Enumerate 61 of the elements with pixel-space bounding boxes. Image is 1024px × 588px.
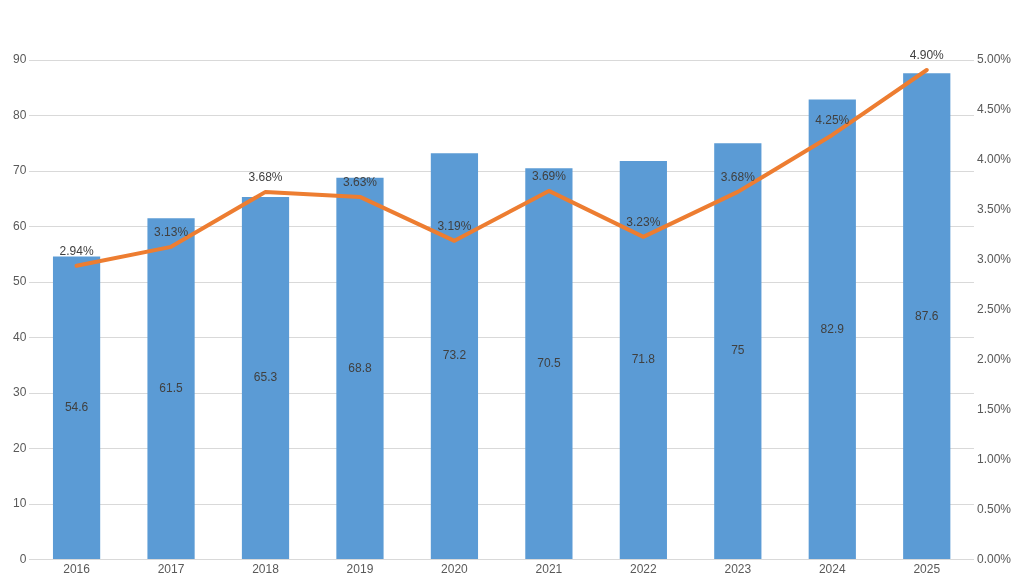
data-label: 3.13%	[154, 225, 189, 240]
data-label: 73.2	[442, 348, 467, 363]
y2-tick-label: 2.50%	[976, 302, 1012, 317]
bar	[525, 168, 573, 560]
y2-tick-label: 0.00%	[976, 551, 1012, 566]
data-label: 3.69%	[531, 169, 567, 184]
y-tick-label: 0	[19, 551, 27, 566]
x-tick-label: 2019	[346, 562, 374, 577]
x-tick-label: 2016	[63, 562, 91, 577]
data-label: 3.23%	[626, 215, 661, 230]
y-tick-label: 20	[12, 440, 27, 455]
bar	[147, 218, 195, 560]
data-label: 70.5	[537, 355, 561, 370]
data-label: 61.5	[159, 380, 184, 395]
y2-tick-label: 4.00%	[976, 152, 1012, 167]
x-tick-label: 2021	[535, 562, 563, 577]
x-tick-label: 2024	[818, 562, 846, 577]
y2-tick-label: 1.50%	[976, 402, 1012, 417]
data-label: 68.8	[348, 360, 372, 375]
x-tick-label: 2018	[252, 562, 280, 577]
y2-tick-label: 4.50%	[976, 102, 1012, 117]
y2-tick-label: 0.50%	[976, 501, 1012, 516]
bar	[714, 143, 762, 560]
y2-tick-label: 1.00%	[976, 451, 1012, 466]
data-label: 3.63%	[342, 175, 378, 190]
x-tick-label: 2022	[630, 562, 658, 577]
y-tick-label: 70	[12, 163, 27, 178]
data-label: 82.9	[820, 321, 845, 336]
y-tick-label: 10	[12, 496, 27, 511]
bar	[619, 161, 667, 560]
bar	[903, 73, 951, 560]
data-label: 54.6	[64, 400, 89, 415]
bar	[430, 153, 479, 560]
y-tick-label: 60	[12, 218, 27, 233]
data-label: 71.8	[631, 352, 656, 367]
y-tick-label: 30	[12, 385, 27, 400]
x-tick-label: 2017	[157, 562, 185, 577]
x-tick-label: 2023	[724, 562, 752, 577]
y2-tick-label: 3.50%	[976, 202, 1012, 217]
data-label: 75	[731, 343, 745, 358]
data-label: 3.19%	[437, 219, 472, 234]
bar	[336, 177, 384, 560]
x-tick-label: 2020	[441, 562, 469, 577]
data-label: 65.3	[253, 370, 278, 385]
data-label: 3.68%	[248, 170, 283, 185]
bar	[241, 197, 290, 560]
data-label: 4.90%	[909, 48, 945, 63]
data-label: 4.25%	[815, 113, 850, 128]
y2-tick-label: 5.00%	[976, 52, 1012, 67]
data-label: 2.94%	[59, 244, 94, 259]
x-tick-label: 2025	[913, 562, 941, 577]
y-tick-label: 40	[12, 329, 27, 344]
y2-tick-label: 3.00%	[976, 252, 1012, 267]
data-label: 87.6	[915, 308, 939, 323]
y-tick-label: 50	[12, 274, 27, 289]
bar	[808, 99, 856, 560]
bar	[52, 256, 101, 560]
y-tick-label: 90	[12, 52, 27, 67]
y-tick-label: 80	[12, 107, 27, 122]
data-label: 3.68%	[720, 170, 756, 185]
y2-tick-label: 2.00%	[976, 352, 1012, 367]
